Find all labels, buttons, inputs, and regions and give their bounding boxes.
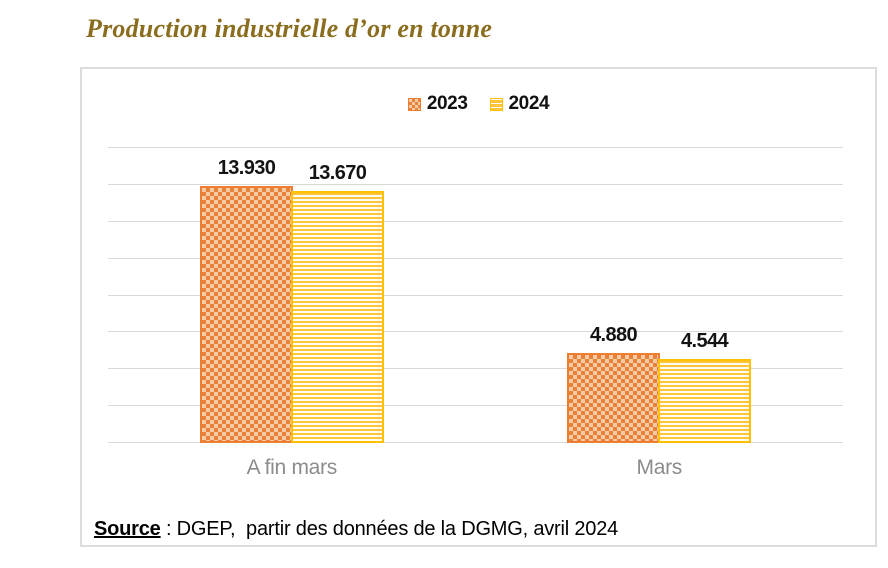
source-note: Source : DGEP, partir des données de la …	[94, 518, 618, 541]
page-title: Production industrielle d’or en tonne	[86, 14, 493, 43]
gridline-16	[108, 147, 843, 148]
data-label-2024-category-0: 13.670	[308, 162, 367, 184]
legend-label-2023: 2023	[426, 93, 468, 114]
chart-legend: 2023 2024	[82, 93, 875, 115]
legend-swatch-2023-icon	[407, 97, 421, 111]
gridline-14	[108, 183, 843, 185]
bar-2024-category-0	[291, 191, 384, 443]
gridline-10	[108, 257, 843, 259]
source-label: Source	[94, 518, 161, 540]
gridline-2	[108, 405, 843, 407]
x-axis-label-mars: Mars	[636, 456, 683, 479]
gridline-4	[108, 368, 843, 370]
legend-label-2024: 2024	[508, 93, 550, 114]
gridline-8	[108, 294, 843, 296]
gridline-6	[108, 331, 843, 333]
legend-item-2024: 2024	[489, 93, 550, 115]
gridline-12	[108, 220, 843, 222]
x-axis-label-a-fin-mars: A fin mars	[246, 456, 338, 479]
data-label-2023-category-0: 13.930	[217, 157, 276, 179]
bar-2023-category-1	[567, 353, 660, 443]
data-label-2023-category-1: 4.880	[589, 324, 638, 346]
bar-2024-category-1	[658, 359, 751, 443]
plot-area: A fin mars Mars 13.930 13.670 4.880 4.544	[108, 147, 843, 479]
legend-item-2023: 2023	[407, 93, 468, 115]
bar-2023-category-0	[200, 186, 293, 443]
legend-swatch-2024-icon	[489, 97, 503, 111]
gridline-0	[108, 442, 843, 443]
chart-container: 2023 2024 A fin mars Mars 13.930 13.670 4.…	[80, 67, 877, 547]
source-text: : DGEP, partir des données de la DGMG, a…	[160, 518, 619, 540]
data-label-2024-category-1: 4.544	[680, 330, 729, 352]
